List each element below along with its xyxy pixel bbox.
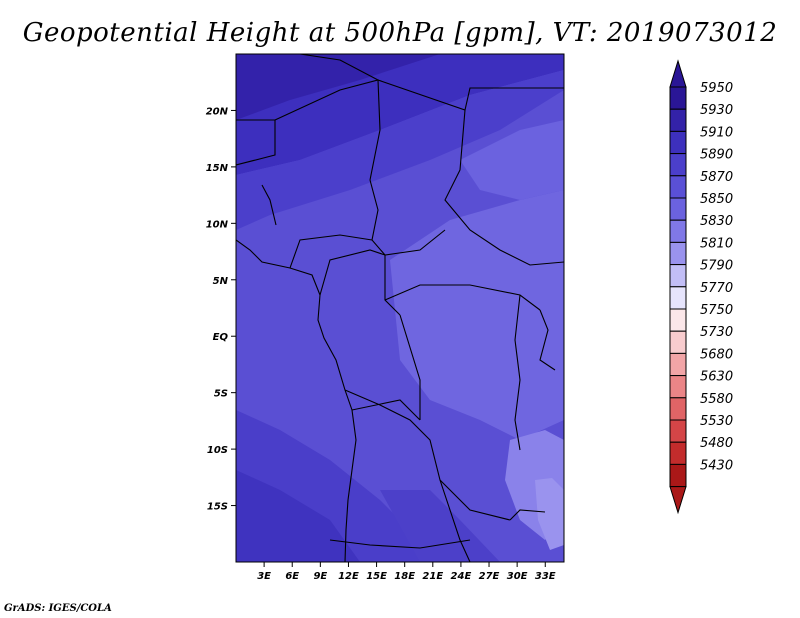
colorbar-label: 5950 (700, 81, 733, 96)
colorbar-swatch (669, 330, 687, 354)
lon-tick-label: 6E (285, 571, 299, 582)
lon-tick-label: 27E (479, 571, 500, 582)
colorbar-swatch (669, 463, 687, 488)
colorbar-swatch (669, 241, 687, 266)
map-borders (236, 54, 564, 562)
colorbar-label: 5530 (700, 414, 733, 429)
colorbar-swatch (669, 219, 687, 243)
lon-tick-label: 3E (257, 571, 271, 582)
colorbar-swatch (669, 130, 687, 155)
colorbar-swatch (669, 308, 687, 332)
chart-title: Geopotential Height at 500hPa [gpm], VT:… (22, 18, 778, 48)
footer-credit: GrADS: IGES/COLA (4, 603, 112, 614)
lat-tick-label: 20N (206, 106, 229, 117)
height-field (236, 54, 564, 562)
colorbar-label: 5910 (700, 125, 733, 140)
colorbar-swatch (669, 286, 687, 310)
colorbar-swatch (669, 375, 687, 399)
lon-tick-label: 33E (535, 571, 556, 582)
colorbar-swatch (669, 197, 687, 221)
lon-tick-label: 21E (422, 571, 443, 582)
colorbar-label: 5750 (700, 303, 733, 318)
lon-tick-label: 12E (338, 571, 359, 582)
longitude-axis: 3E 6E 9E 12E 15E 18E 21E 24E 27E 30E 33E (257, 562, 556, 582)
colorbar-swatch (669, 397, 687, 421)
colorbar-label: 5480 (700, 436, 733, 451)
colorbar-label: 5730 (700, 325, 733, 340)
lat-tick-label: 5S (214, 389, 228, 400)
colorbar-swatch (669, 352, 687, 377)
colorbar-swatch (669, 419, 687, 443)
colorbar-label: 5870 (700, 170, 733, 185)
colorbar-label: 5890 (700, 148, 733, 163)
colorbar-label: 5790 (700, 259, 733, 274)
lon-tick-label: 15E (366, 571, 387, 582)
lat-tick-label: 15S (207, 502, 228, 513)
colorbar-label: 5810 (700, 236, 733, 251)
colorbar-top-arrow (669, 59, 687, 88)
colorbar-label: 5580 (700, 392, 733, 407)
colorbar-swatch (669, 86, 687, 110)
lon-tick-label: 30E (507, 571, 528, 582)
map-frame (235, 53, 565, 563)
colorbar-label: 5830 (700, 214, 733, 229)
colorbar-label: 5630 (700, 370, 733, 385)
colorbar: 5950 5930 5910 5890 5870 5850 5830 5810 5790 5770… (669, 59, 733, 515)
colorbar-label: 5850 (700, 192, 733, 207)
colorbar-label: 5770 (700, 281, 733, 296)
lat-tick-label: 15N (206, 163, 229, 174)
colorbar-swatch (669, 175, 687, 199)
lat-tick-label: 10S (207, 445, 228, 456)
colorbar-swatch (669, 441, 687, 465)
lon-tick-label: 24E (451, 571, 472, 582)
latitude-axis: 20N 15N 10N 5N EQ 5S 10S 15S (206, 106, 236, 513)
lon-tick-label: 18E (394, 571, 415, 582)
colorbar-label: 5430 (700, 458, 733, 473)
colorbar-label: 5680 (700, 347, 733, 362)
colorbar-swatch (669, 264, 687, 288)
colorbar-swatch (669, 153, 687, 177)
lon-tick-label: 9E (313, 571, 327, 582)
lat-tick-label: 5N (213, 276, 229, 287)
lat-tick-label: 10N (206, 219, 229, 230)
lat-tick-label: EQ (213, 332, 229, 343)
colorbar-bottom-arrow (669, 486, 687, 515)
colorbar-swatch (669, 108, 687, 132)
colorbar-label: 5930 (700, 103, 733, 118)
